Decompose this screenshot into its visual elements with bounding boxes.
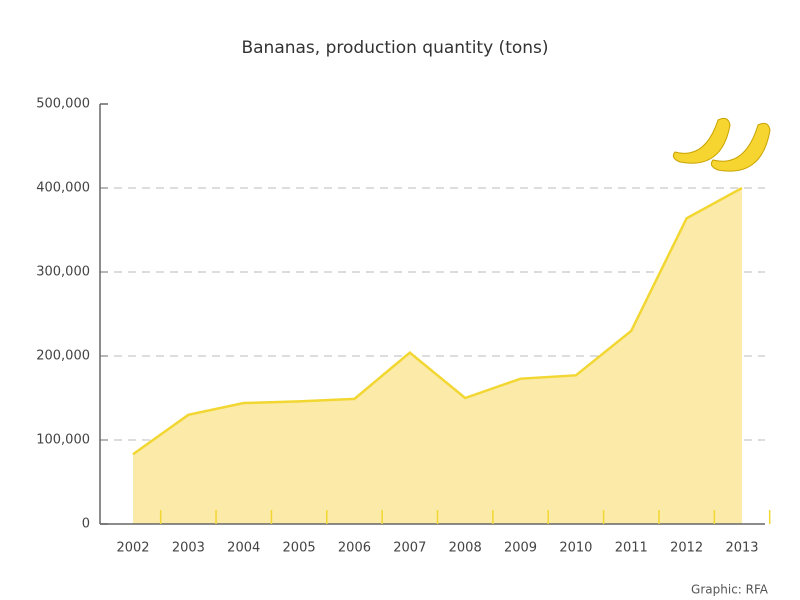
y-tick-label: 100,000 [36,433,90,448]
x-tick-label: 2007 [393,541,426,556]
x-tick-label: 2002 [116,541,149,556]
x-tick-label: 2013 [725,541,758,556]
x-tick-label: 2012 [670,541,703,556]
area-line [132,186,743,456]
y-tick-label: 200,000 [36,349,90,364]
y-tick-label: 300,000 [36,265,90,280]
x-tick-label: 2004 [227,541,260,556]
banana-icon [672,117,771,172]
x-tick-label: 2005 [283,541,316,556]
area-fill [133,188,742,524]
y-tick-label: 0 [82,517,90,532]
x-tick-label: 2010 [559,541,592,556]
y-tick-label: 400,000 [36,181,90,196]
x-tick-label: 2003 [172,541,205,556]
x-tick-label: 2011 [615,541,648,556]
chart-title: Bananas, production quantity (tons) [241,38,548,58]
x-tick-label: 2009 [504,541,537,556]
source-note: Graphic: RFA [691,583,769,597]
y-tick-label: 500,000 [36,97,90,112]
x-tick-label: 2006 [338,541,371,556]
x-tick-label: 2008 [449,541,482,556]
